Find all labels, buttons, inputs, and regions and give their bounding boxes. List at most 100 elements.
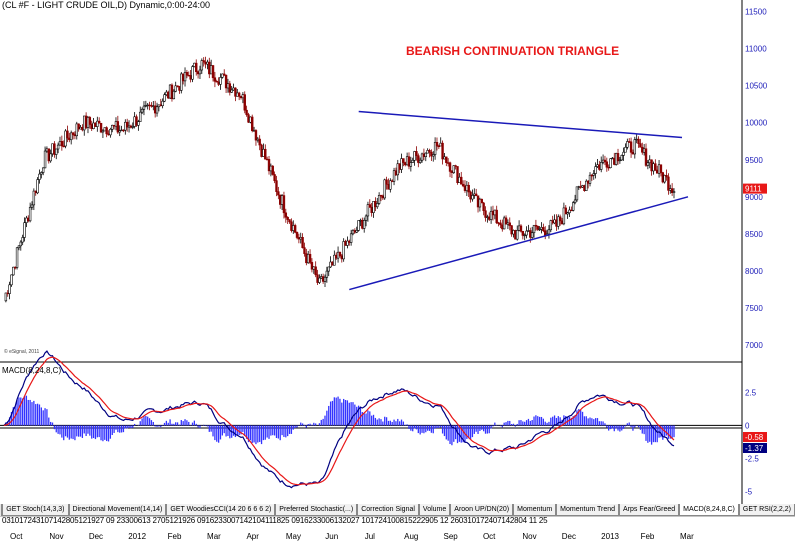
candle-body xyxy=(656,169,659,174)
month-label: 2013 xyxy=(601,532,619,541)
candle-body xyxy=(529,230,532,238)
candle-body xyxy=(19,241,22,247)
candle-body xyxy=(672,191,676,193)
study-tab[interactable]: Volume xyxy=(418,504,451,516)
candle-body xyxy=(290,221,293,231)
candle-body xyxy=(359,219,362,222)
candle-body xyxy=(611,157,614,160)
candle-body xyxy=(497,222,500,224)
candle-body xyxy=(41,167,45,173)
month-label: Oct xyxy=(10,532,23,541)
candle-body xyxy=(510,225,513,235)
macd-last-label: -1.37 xyxy=(745,444,764,453)
candle-body xyxy=(288,219,291,223)
candle-body xyxy=(239,96,243,99)
macd-tick-label: -5 xyxy=(745,487,753,496)
study-tab[interactable]: Arps Fear/Greed xyxy=(619,504,680,516)
candle-body xyxy=(446,162,450,164)
candle-body xyxy=(176,85,179,87)
study-tab[interactable]: Momentum xyxy=(513,504,557,516)
study-tab[interactable]: Preferred Stochastic(...) xyxy=(275,504,358,516)
price-tick-label: 10000 xyxy=(745,119,768,128)
candle-body xyxy=(174,85,177,92)
candle-body xyxy=(517,225,521,231)
candle-body xyxy=(320,276,323,279)
candle-body xyxy=(81,126,84,131)
macd-last-badge xyxy=(743,432,767,442)
candle-body xyxy=(577,186,581,188)
candle-body xyxy=(301,237,304,248)
study-tab[interactable]: Momentum Trend xyxy=(556,504,620,516)
candle-body xyxy=(140,108,144,113)
macd-tick-label: 2.5 xyxy=(745,388,757,397)
candle-body xyxy=(390,180,394,182)
candle-body xyxy=(68,137,71,141)
candle-body xyxy=(417,155,420,163)
candle-body xyxy=(336,251,340,259)
candle-body xyxy=(635,138,638,141)
candle-body xyxy=(428,150,431,153)
candle-body xyxy=(92,122,95,129)
candle-body xyxy=(504,217,508,225)
candle-body xyxy=(637,138,640,144)
candle-body xyxy=(137,121,140,126)
candle-body xyxy=(445,156,448,163)
candle-body xyxy=(527,230,530,232)
candle-body xyxy=(69,132,73,141)
candle-body xyxy=(389,180,392,190)
candle-body xyxy=(605,161,609,168)
candle-body xyxy=(292,225,295,231)
candle-body xyxy=(465,184,469,191)
candle-body xyxy=(307,253,310,264)
candle-body xyxy=(557,216,560,227)
price-tick-label: 8500 xyxy=(745,230,763,239)
candle-body xyxy=(508,222,511,226)
candle-body xyxy=(588,174,592,184)
candle-body xyxy=(484,210,487,218)
candle-body xyxy=(191,66,194,80)
candle-body xyxy=(650,159,653,172)
month-label: Feb xyxy=(168,532,182,541)
month-label: Sep xyxy=(444,532,459,541)
candle-body xyxy=(228,83,232,93)
macd-last-values: -0.58 -1.37 xyxy=(743,432,767,453)
candle-body xyxy=(560,220,564,225)
study-tab[interactable]: GET RSI(2,2,2) xyxy=(738,504,795,516)
candle-body xyxy=(325,270,329,278)
candle-body xyxy=(30,204,34,208)
candle-body xyxy=(226,83,230,89)
candle-body xyxy=(271,165,274,175)
candle-body xyxy=(53,143,56,155)
candle-body xyxy=(83,115,86,131)
candle-body xyxy=(43,150,47,169)
candle-body xyxy=(349,233,353,243)
candle-body xyxy=(530,232,534,238)
candle-body xyxy=(168,84,172,99)
study-tab[interactable]: Correction Signal xyxy=(357,504,419,516)
price-tick-label: 9000 xyxy=(745,193,763,202)
candle-body xyxy=(364,215,368,221)
candle-body xyxy=(180,73,183,91)
candle-body xyxy=(286,216,289,220)
candle-body xyxy=(152,105,155,107)
study-tab[interactable]: GET WoodiesCCI(14 20 6 6 6 2) xyxy=(166,504,276,516)
candle-body xyxy=(450,171,454,173)
study-tab[interactable]: MACD(8,24,8,C) xyxy=(679,504,739,516)
chart-title: (CL #F - LIGHT CRUDE OIL,D) Dynamic,0:00… xyxy=(2,0,211,10)
candle-body xyxy=(112,124,116,127)
month-label: Nov xyxy=(522,532,536,541)
candle-body xyxy=(66,130,69,139)
candle-body xyxy=(499,222,502,226)
candle-body xyxy=(549,220,553,231)
candle-body xyxy=(418,159,422,163)
tab-scroll-buttons[interactable] xyxy=(0,504,3,516)
candle-body xyxy=(590,174,594,177)
study-tab[interactable]: Directional Movement(14,14) xyxy=(68,504,167,516)
candle-body xyxy=(493,209,497,216)
candle-body xyxy=(223,73,226,76)
candle-body xyxy=(77,123,80,130)
study-tab[interactable]: GET Stoch(14,3,3) xyxy=(2,504,69,516)
candle-body xyxy=(260,144,263,157)
study-tab[interactable]: Aroon UP/DN(20) xyxy=(450,504,514,516)
candle-body xyxy=(564,207,567,215)
